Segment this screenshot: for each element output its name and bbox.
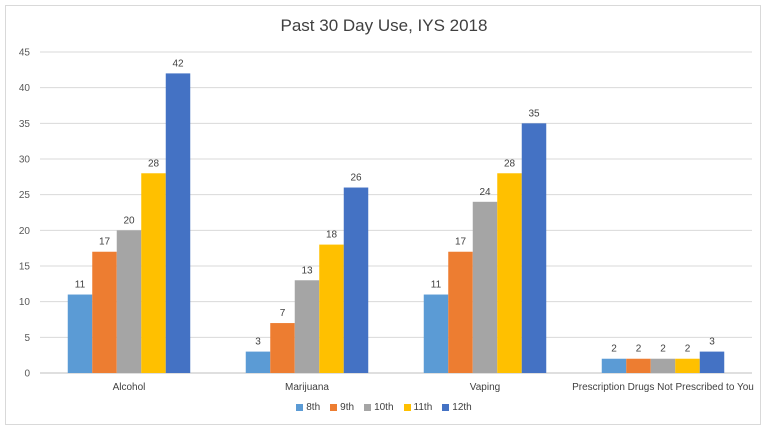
legend-item: 12th	[442, 402, 472, 413]
legend-swatch	[442, 404, 450, 411]
y-tick-label: 30	[19, 155, 31, 166]
data-label: 28	[504, 158, 516, 169]
bar-11th-0	[141, 173, 166, 373]
y-tick-label: 10	[19, 297, 31, 308]
data-label: 2	[611, 344, 617, 355]
legend-item: 9th	[330, 402, 354, 413]
data-label: 17	[99, 237, 111, 248]
bar-11th-1	[319, 244, 344, 373]
bar-8th-1	[245, 351, 271, 373]
y-tick-label: 15	[19, 262, 31, 273]
legend-label: 9th	[340, 402, 355, 413]
legend-label: 10th	[374, 402, 394, 413]
data-label: 35	[528, 108, 540, 119]
legend-swatch	[403, 404, 411, 411]
category-label: Alcohol	[113, 382, 146, 393]
data-label: 42	[172, 58, 184, 69]
bar-11th-3	[675, 358, 700, 373]
bar-9th-0	[92, 251, 117, 373]
data-label: 2	[636, 344, 642, 355]
bar-9th-2	[448, 251, 473, 373]
y-tick-label: 0	[24, 369, 30, 380]
bar-12th-1	[343, 187, 369, 373]
y-tick-label: 40	[19, 83, 31, 94]
legend-item: 11th	[403, 402, 433, 413]
bar-10th-1	[294, 280, 320, 373]
bar-8th-2	[423, 294, 449, 373]
data-label: 28	[148, 158, 160, 169]
y-tick-label: 45	[19, 48, 31, 59]
legend-label: 8th	[306, 402, 321, 413]
y-tick-label: 20	[19, 226, 31, 237]
legend-swatch	[330, 404, 338, 411]
data-label: 2	[660, 344, 666, 355]
bar-9th-3	[626, 358, 651, 373]
bar-10th-0	[116, 230, 142, 373]
data-label: 26	[350, 173, 362, 184]
data-label: 13	[301, 265, 313, 276]
legend-swatch	[364, 404, 372, 411]
legend-label: 12th	[452, 402, 472, 413]
bar-12th-3	[699, 351, 725, 373]
category-label: Prescription Drugs Not Prescribed to You	[572, 382, 754, 393]
y-tick-label: 25	[19, 190, 31, 201]
data-label: 11	[75, 280, 86, 291]
data-label: 18	[326, 230, 338, 241]
bar-10th-3	[650, 358, 676, 373]
chart-title: Past 30 Day Use, IYS 2018	[280, 16, 488, 35]
y-tick-label: 5	[24, 333, 30, 344]
data-label: 3	[709, 337, 715, 348]
data-label: 3	[255, 337, 261, 348]
chart-legend: 8th 9th 10th 11th 12th	[0, 402, 768, 413]
data-label: 11	[431, 280, 442, 291]
data-label: 2	[685, 344, 691, 355]
bar-10th-2	[472, 201, 498, 373]
bar-12th-2	[521, 123, 547, 373]
data-label: 7	[280, 308, 286, 319]
bar-12th-0	[165, 73, 191, 374]
data-label: 20	[123, 215, 135, 226]
y-tick-label: 35	[19, 119, 31, 130]
category-label: Vaping	[470, 382, 500, 393]
data-label: 17	[455, 237, 467, 248]
legend-item: 8th	[296, 402, 320, 413]
legend-item: 10th	[364, 402, 394, 413]
category-label: Marijuana	[285, 382, 329, 393]
bar-9th-1	[270, 323, 295, 373]
legend-label: 11th	[413, 402, 433, 413]
bar-8th-3	[601, 358, 627, 373]
legend-swatch	[296, 404, 304, 411]
bar-11th-2	[497, 173, 522, 373]
data-label: 24	[479, 187, 491, 198]
bar-8th-0	[67, 294, 93, 373]
